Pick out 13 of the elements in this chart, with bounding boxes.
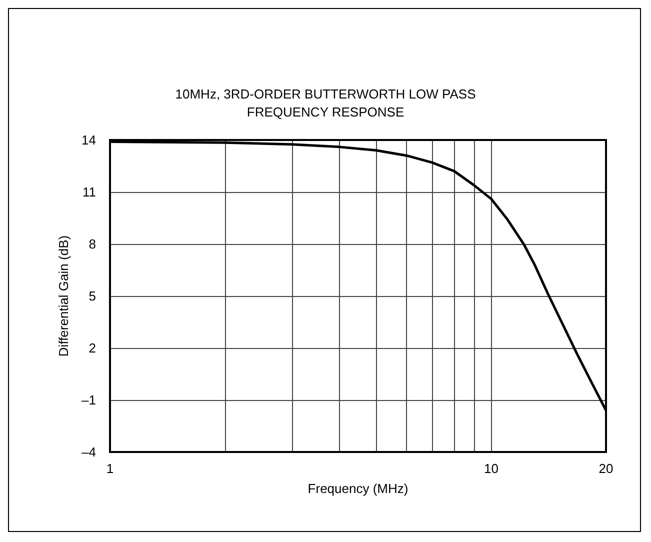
y-axis-title: Differential Gain (dB) xyxy=(56,235,71,357)
y-tick-label: 11 xyxy=(82,184,96,200)
y-tick-label: 5 xyxy=(88,288,96,304)
x-tick-label: 20 xyxy=(598,461,614,476)
x-tick-label: 1 xyxy=(106,461,114,476)
y-tick-label: 14 xyxy=(82,132,96,148)
x-tick-label: 10 xyxy=(484,461,498,476)
chart-title: 10MHz, 3RD-ORDER BUTTERWORTH LOW PASS FREQUENCY RESPONSE xyxy=(175,86,476,120)
y-tick-label: 8 xyxy=(88,236,96,252)
y-tick-label: –4 xyxy=(82,444,96,460)
y-tick-label: 2 xyxy=(88,340,96,356)
x-axis-title: Frequency (MHz) xyxy=(308,481,408,496)
y-tick-label: –1 xyxy=(82,392,96,408)
